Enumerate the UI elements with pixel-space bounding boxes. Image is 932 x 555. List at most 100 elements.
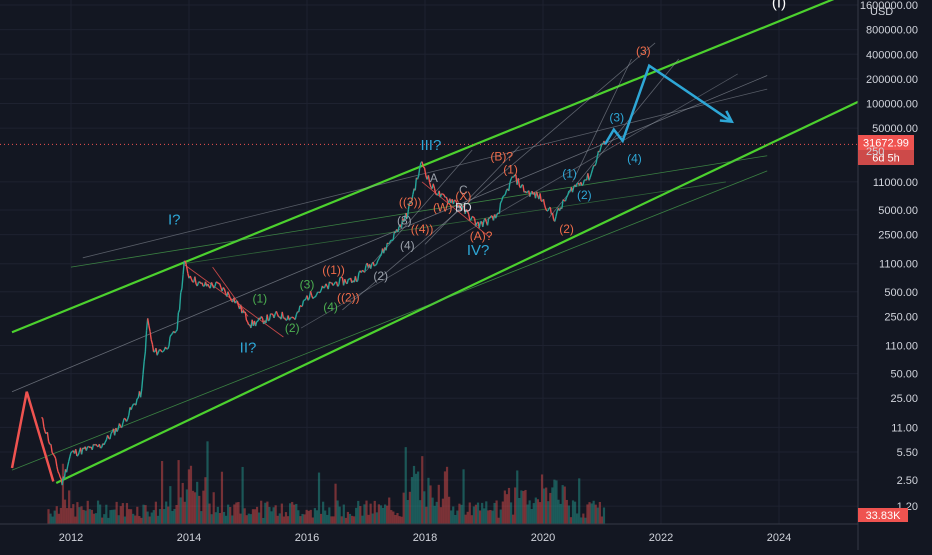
volume-bar: [332, 516, 334, 524]
volume-bar: [202, 491, 204, 524]
price-segment: [217, 282, 218, 283]
volume-bar: [180, 497, 182, 524]
price-segment: [375, 264, 376, 265]
time-tick-label: 2020: [531, 532, 555, 544]
volume-bar: [101, 518, 103, 524]
volume-bar: [198, 496, 200, 524]
volume-bar: [248, 514, 250, 524]
volume-bar: [279, 513, 281, 524]
volume-bar: [268, 507, 270, 524]
price-tick-label: 5000.00: [878, 205, 918, 217]
time-axis-panel[interactable]: [0, 524, 932, 550]
volume-bar: [518, 498, 520, 524]
volume-bar: [491, 511, 493, 524]
volume-bar: [47, 509, 49, 524]
volume-bar: [469, 502, 471, 524]
price-segment: [305, 299, 306, 300]
volume-bar: [250, 514, 252, 524]
volume-bar: [184, 502, 186, 524]
wave-label: (3): [300, 277, 315, 291]
volume-bar: [452, 506, 454, 524]
time-tick-label: 2018: [413, 532, 437, 544]
price-segment: [582, 185, 583, 186]
volume-bar: [427, 478, 429, 524]
wave-label: I?: [168, 212, 181, 229]
price-segment: [214, 286, 215, 288]
volume-bar: [496, 500, 498, 524]
volume-bar: [287, 516, 289, 524]
volume-bar: [299, 516, 301, 524]
volume-bar: [557, 500, 559, 524]
price-segment: [473, 217, 474, 218]
volume-bar: [126, 503, 128, 524]
volume-bar: [66, 508, 68, 524]
partial-price-tick: 250: [866, 146, 884, 158]
price-tick-label: 800000.00: [866, 25, 918, 37]
price-tick-label: 11000.00: [873, 177, 918, 189]
volume-bar: [403, 493, 405, 524]
volume-bar: [487, 510, 489, 524]
volume-bar: [80, 506, 82, 524]
price-segment: [184, 261, 185, 262]
price-tick-label: 11.00: [891, 422, 918, 434]
volume-bar: [590, 503, 592, 524]
volume-bar: [547, 501, 549, 524]
volume-bar: [196, 482, 198, 524]
volume-bar: [219, 513, 221, 524]
volume-bar: [407, 500, 409, 524]
volume-bar: [417, 472, 419, 524]
volume-bar: [134, 516, 136, 524]
price-segment: [290, 317, 291, 318]
volume-bar: [295, 504, 297, 524]
volume-bar: [337, 500, 339, 524]
volume-bar: [109, 510, 111, 524]
volume-bar: [140, 518, 142, 524]
volume-bar: [520, 490, 522, 524]
volume-bar: [111, 510, 113, 524]
volume-bar: [493, 503, 495, 524]
volume-bar: [120, 506, 122, 524]
volume-bar: [529, 500, 531, 524]
volume-bar: [483, 508, 485, 524]
volume-bar: [215, 512, 217, 524]
volume-bar: [105, 505, 107, 524]
volume-bar: [54, 511, 56, 524]
price-segment: [268, 320, 269, 321]
price-segment: [175, 331, 176, 333]
volume-bar: [489, 510, 491, 524]
volume-bar: [312, 517, 314, 524]
volume-bar: [58, 514, 60, 524]
volume-bar: [320, 514, 322, 524]
volume-bar: [392, 512, 394, 524]
volume-bar: [380, 505, 382, 524]
volume-bar: [473, 506, 475, 524]
wave-label: IV?: [467, 242, 490, 259]
price-tick-label: 200000.00: [866, 74, 918, 86]
volume-bar: [167, 507, 169, 524]
volume-bar: [136, 507, 138, 524]
volume-bar: [454, 515, 456, 524]
volume-bar: [357, 501, 359, 524]
volume-bar: [157, 516, 159, 524]
volume-bar: [89, 509, 91, 524]
volume-bar: [169, 486, 171, 524]
time-tick-label: 2012: [59, 532, 83, 544]
volume-bar: [87, 501, 89, 524]
volume-bar: [539, 502, 541, 524]
volume-bar: [431, 498, 433, 524]
volume-bar: [204, 477, 206, 524]
volume-bar: [52, 517, 54, 524]
volume-bar: [456, 511, 458, 524]
volume-bar: [353, 516, 355, 524]
volume-bar: [239, 514, 241, 524]
volume-bar: [485, 501, 487, 524]
wave-label: (2): [559, 222, 574, 236]
volume-bar: [208, 504, 210, 524]
volume-bar: [173, 509, 175, 524]
volume-bar: [318, 473, 320, 524]
wave-label: ((2)): [337, 291, 360, 305]
volume-bar: [256, 507, 258, 524]
price-segment: [163, 350, 164, 351]
